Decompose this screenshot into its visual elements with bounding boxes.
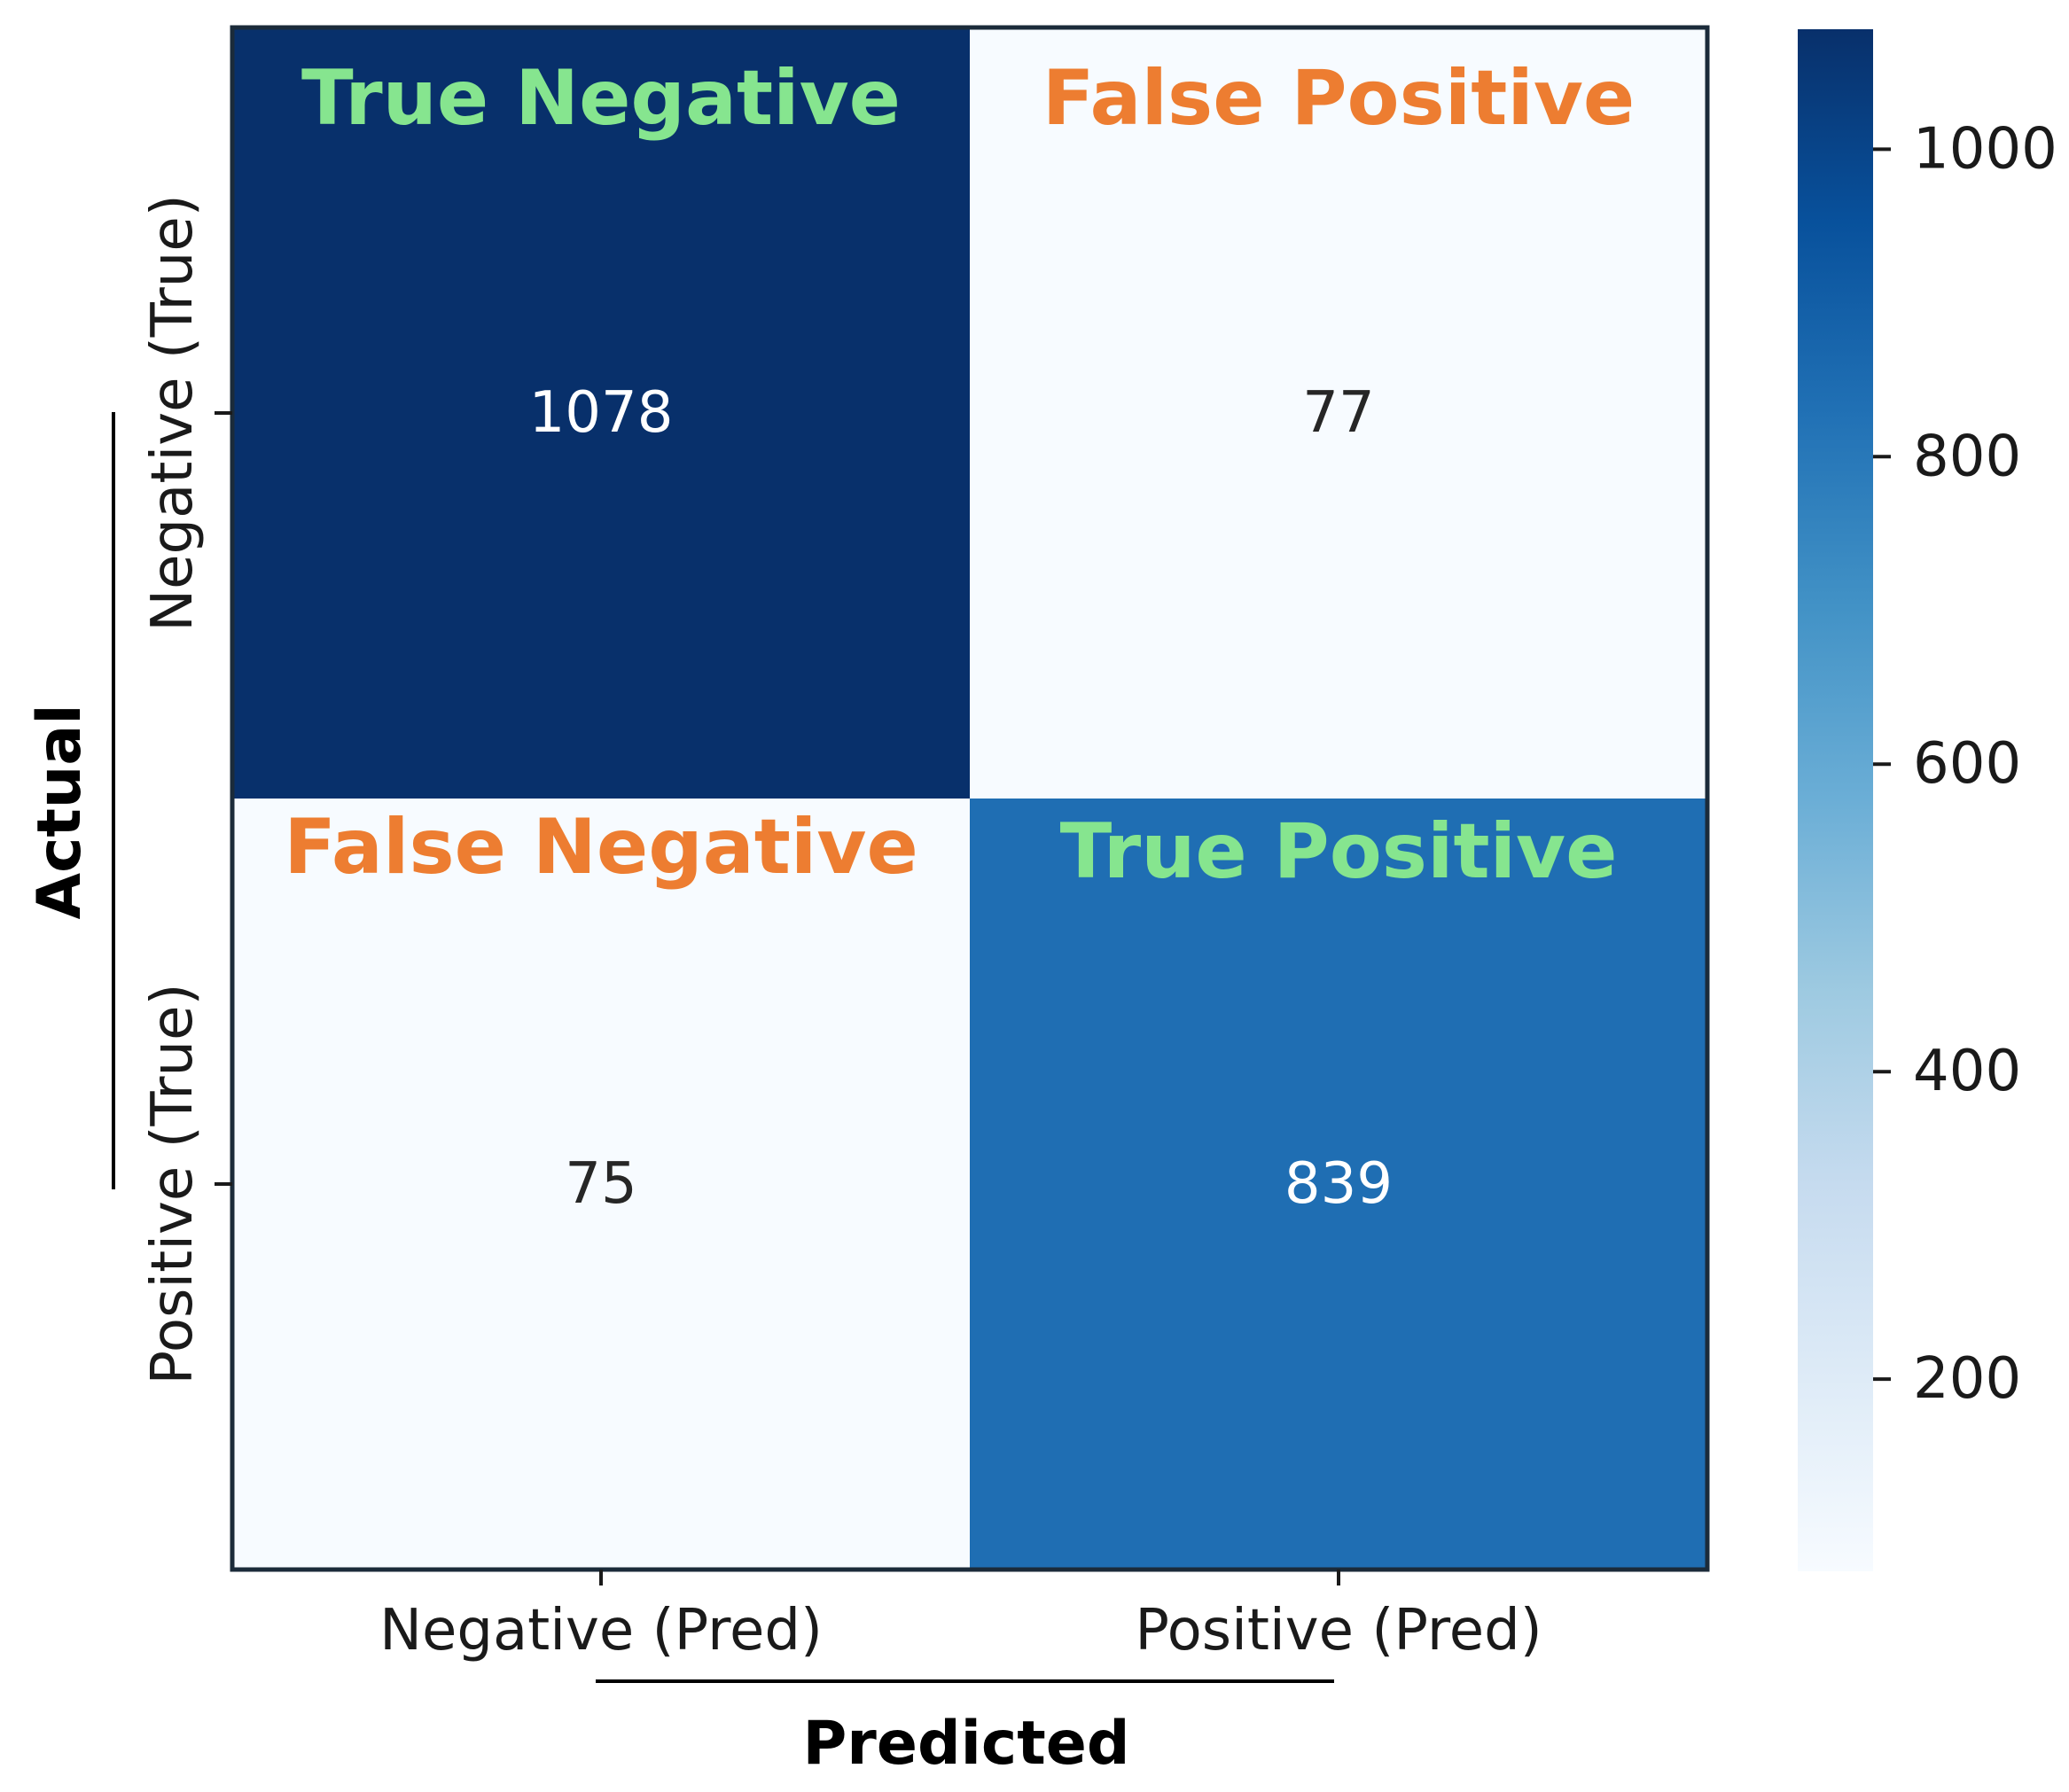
quadrant-labels: True Negative False Positive False Negativ…	[284, 54, 1635, 896]
heatmap-cell	[232, 799, 970, 1570]
y-tick-label: Positive (True)	[140, 984, 206, 1385]
quadrant-label: False Negative	[284, 803, 918, 892]
x-tick-label: Negative (Pred)	[379, 1598, 823, 1663]
colorbar-tick-label: 1000	[1913, 116, 2057, 182]
cell-value-label: 839	[1284, 1151, 1393, 1217]
heatmap-cell	[970, 27, 1707, 799]
axis-ticks: Negative (Pred) Positive (Pred) Negative (…	[140, 194, 1542, 1663]
x-tick-label: Positive (Pred)	[1135, 1598, 1542, 1663]
quadrant-label: False Positive	[1042, 54, 1635, 143]
cell-value-label: 77	[1302, 380, 1374, 446]
heatmap-border	[230, 25, 1710, 1572]
cell-value-label: 1078	[529, 380, 674, 446]
heatmap-cells: 1078 77 75 839	[232, 27, 1707, 1570]
y-tick-label: Negative (True)	[140, 194, 206, 631]
y-axis-title: Actual	[25, 704, 95, 919]
colorbar-ticks: 200 400 600 800 1000	[1873, 116, 2057, 1412]
colorbar	[1798, 29, 1873, 1571]
heatmap-cell	[970, 799, 1707, 1570]
colorbar-tick-label: 600	[1913, 731, 2021, 797]
cell-value-label: 75	[565, 1151, 636, 1217]
colorbar-tick-label: 200	[1913, 1346, 2021, 1412]
quadrant-label: True Positive	[1060, 807, 1618, 896]
colorbar-tick-label: 400	[1913, 1039, 2021, 1104]
quadrant-label: True Negative	[301, 54, 901, 143]
x-axis-title: Predicted	[802, 1709, 1129, 1779]
heatmap-cell	[232, 27, 970, 799]
colorbar-tick-label: 800	[1913, 424, 2021, 489]
